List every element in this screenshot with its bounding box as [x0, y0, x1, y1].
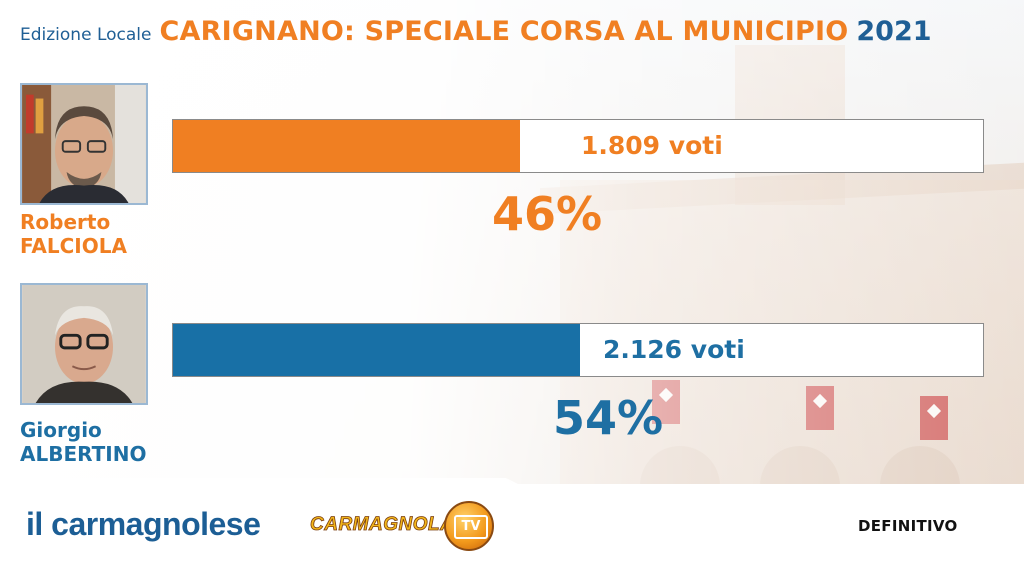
tv-logo-text: CARMAGNOLA	[310, 514, 455, 536]
candidate-1-votes: 1.809 voti	[581, 131, 723, 160]
candidate-2-photo	[20, 283, 148, 405]
carmagnola-tv-logo[interactable]: CARMAGNOLA TV	[310, 500, 496, 554]
candidate-1-last-name: FALCIOLA	[20, 234, 127, 258]
candidate-2-bar-fill	[173, 324, 580, 376]
candidate-1-first-name: Roberto	[20, 210, 111, 234]
title-year: 2021	[856, 16, 932, 47]
candidate-2-last-name: ALBERTINO	[20, 442, 147, 466]
candidate-2-first-name: Giorgio	[20, 418, 102, 442]
tv-badge-icon: TV	[444, 501, 494, 551]
candidate-1-photo	[20, 83, 148, 205]
candidate-1-vote-bar: 1.809 voti	[172, 119, 984, 173]
candidate-1-name: Roberto FALCIOLA	[20, 210, 127, 258]
candidate-2-vote-bar: 2.126 voti	[172, 323, 984, 377]
candidate-1-percent: 46%	[492, 187, 603, 241]
candidate-1-bar-fill	[173, 120, 520, 172]
candidate-2-percent: 54%	[553, 391, 664, 445]
page-title: CARIGNANO: SPECIALE CORSA AL MUNICIPIO	[159, 16, 849, 47]
footer-top-edge	[0, 478, 1024, 490]
candidate-2-votes: 2.126 voti	[603, 335, 745, 364]
footer-bar	[0, 484, 1024, 576]
tv-badge-label: TV	[454, 515, 488, 539]
brand-logo[interactable]: il carmagnolese	[26, 506, 261, 542]
candidate-2-name: Giorgio ALBERTINO	[20, 418, 146, 466]
edition-label: Edizione Locale	[20, 25, 152, 45]
page-header: Edizione Locale CARIGNANO: SPECIALE CORS…	[20, 16, 932, 56]
result-status: DEFINITIVO	[858, 517, 958, 535]
